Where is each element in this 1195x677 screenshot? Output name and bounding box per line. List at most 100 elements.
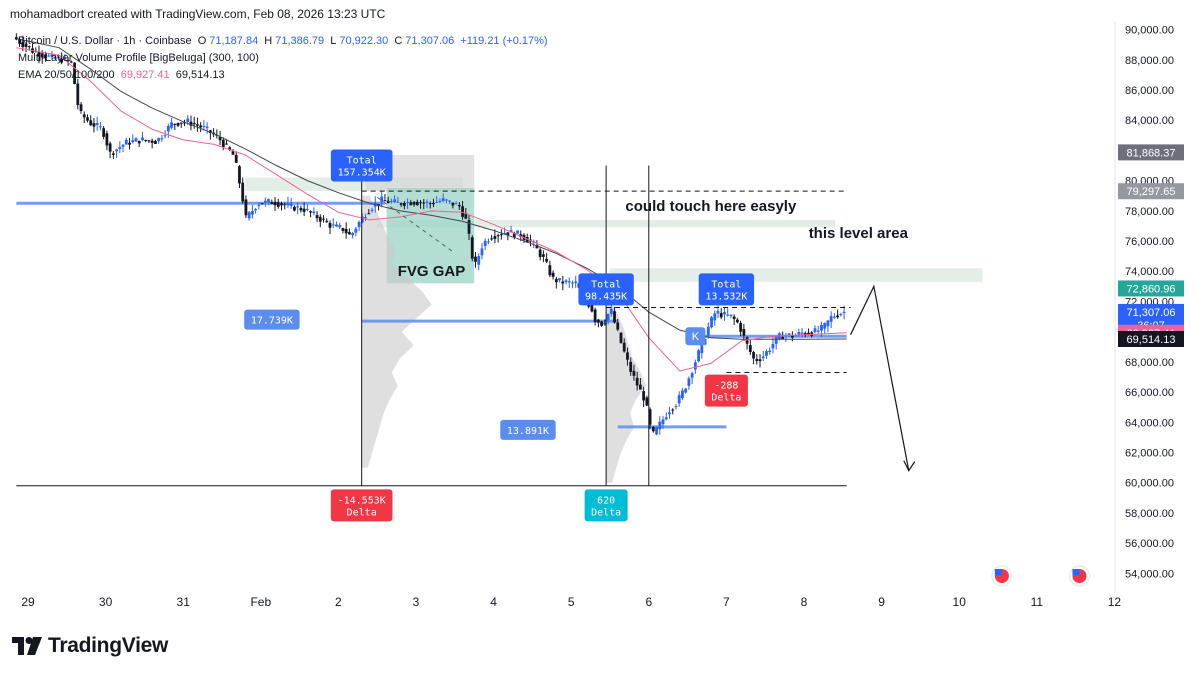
candle-up	[305, 209, 309, 211]
candle-up	[157, 138, 161, 142]
candle-up	[250, 210, 254, 215]
candle-down	[671, 409, 675, 411]
time-tick-label: 11	[1031, 595, 1044, 609]
candle-down	[40, 53, 44, 58]
candle-down	[225, 143, 228, 145]
time-tick-label: 4	[490, 595, 497, 609]
candle-down	[309, 211, 312, 213]
candle-down	[739, 322, 743, 332]
candle-down	[496, 235, 500, 237]
candle-down	[144, 139, 148, 141]
candle-up	[335, 224, 338, 227]
candle-down	[92, 123, 96, 127]
candle-up	[441, 198, 445, 202]
candle-up	[839, 314, 843, 316]
annotation-text: could touch here easyly	[625, 198, 797, 215]
candle-up	[99, 126, 102, 128]
time-tick-label: 8	[801, 595, 808, 609]
time-tick-label: 12	[1108, 595, 1122, 609]
candle-down	[86, 117, 89, 121]
candle-down	[457, 205, 461, 207]
candle-down	[189, 121, 193, 126]
price-tick-label: 68,000.00	[1125, 357, 1174, 369]
candle-up	[454, 203, 458, 205]
candle-down	[69, 61, 73, 63]
candle-up	[257, 205, 261, 207]
candle-down	[231, 151, 235, 155]
price-tick-label: 90,000.00	[1125, 25, 1174, 37]
price-label-text: 79,297.65	[1127, 186, 1176, 198]
candle-down	[499, 234, 503, 236]
candle-down	[299, 208, 303, 211]
candle-down	[196, 124, 199, 126]
candle-up	[435, 201, 439, 203]
candle-down	[735, 319, 739, 323]
time-tick-label: 3	[413, 595, 420, 609]
legend-low: 70,922.30	[339, 35, 389, 47]
candle-down	[105, 133, 109, 146]
candle-down	[344, 228, 348, 234]
candle-down	[192, 122, 196, 125]
candle-up	[729, 314, 733, 316]
candle-down	[367, 213, 371, 215]
price-label-box	[1118, 144, 1184, 161]
candle-down	[758, 359, 762, 362]
candle-down	[622, 342, 626, 352]
candle-up	[205, 126, 209, 129]
callout-box	[500, 419, 556, 440]
annotation-text: FVG GAP	[398, 263, 466, 280]
candle-up	[829, 316, 833, 322]
candle-up	[202, 126, 206, 128]
candle-up	[380, 196, 384, 203]
candle-down	[409, 202, 413, 206]
candle-up	[726, 314, 730, 316]
tradingview-logo[interactable]: TradingView	[12, 634, 168, 658]
candle-up	[448, 200, 452, 202]
candle-up	[357, 221, 361, 228]
candle-up	[483, 240, 487, 246]
candle-down	[619, 332, 623, 343]
callout-text: 98.435K	[585, 291, 627, 302]
candle-down	[551, 272, 555, 277]
mid-zone	[610, 268, 983, 282]
candle-up	[56, 56, 60, 59]
callouts-layer: Total157.354KTotal98.435KTotal13.532K17.…	[244, 149, 755, 522]
candle-up	[842, 311, 846, 313]
candle-up	[609, 308, 613, 315]
candle-down	[519, 234, 523, 237]
candle-down	[325, 220, 329, 223]
legend-low-label: L	[330, 35, 337, 47]
candle-down	[79, 104, 83, 111]
volume-profile-2	[606, 301, 647, 483]
callout-text: 157.354K	[338, 168, 386, 179]
candle-up	[658, 421, 662, 430]
candle-up	[661, 419, 665, 425]
candle-up	[765, 351, 768, 356]
candle-up	[160, 138, 164, 140]
candle-up	[47, 55, 51, 57]
candle-down	[755, 358, 759, 361]
price-label-box	[1118, 331, 1184, 348]
candle-up	[567, 281, 571, 283]
candle-down	[545, 258, 549, 262]
candle-down	[632, 370, 636, 376]
candle-down	[260, 203, 264, 205]
candle-down	[451, 202, 455, 206]
legend-indicator-ema-row[interactable]: EMA 20/50/100/200 69,927.41 69,514.13	[18, 69, 228, 81]
projection-path	[850, 284, 910, 471]
legend-indicator-volume-profile[interactable]: Multi-Layer Volume Profile [BigBeluga] (…	[18, 52, 259, 64]
candle-up	[286, 203, 290, 206]
candle-up	[813, 328, 817, 333]
candle-up	[787, 333, 791, 335]
candle-down	[428, 203, 432, 205]
candle-down	[399, 203, 403, 205]
callout-box	[584, 489, 628, 522]
candle-up	[558, 278, 561, 281]
candle-up	[50, 53, 54, 57]
candle-down	[590, 303, 594, 312]
candle-down	[76, 83, 80, 105]
candle-up	[761, 356, 765, 359]
callout-box	[244, 309, 300, 330]
